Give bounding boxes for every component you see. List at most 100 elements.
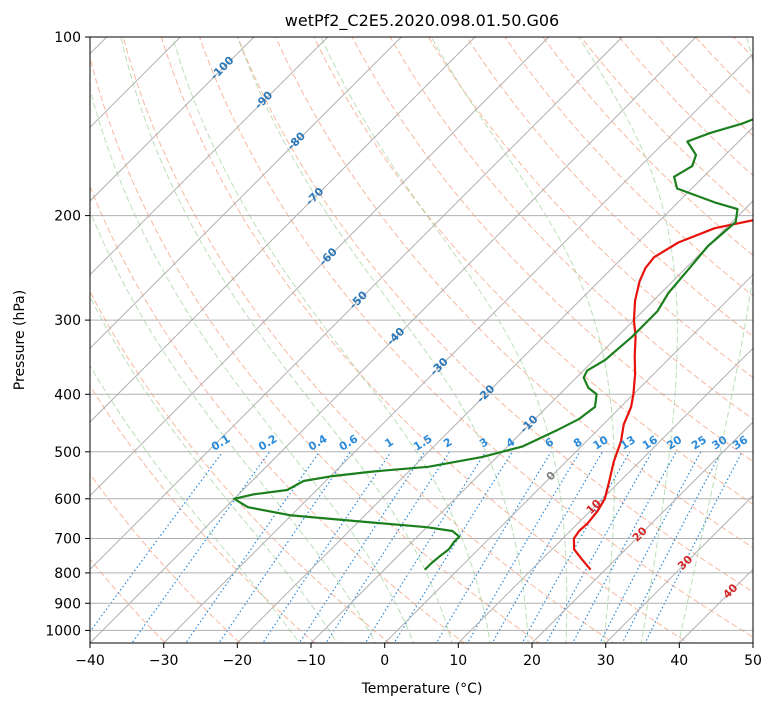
x-tick-label: −10 bbox=[296, 653, 326, 669]
dry-adiabat-line bbox=[732, 37, 753, 58]
mixing-ratio-label: 0.4 bbox=[306, 432, 330, 454]
mixing-ratio-label: 36 bbox=[730, 433, 750, 452]
dry-adiabat-line bbox=[90, 290, 391, 643]
moist-adiabat-line bbox=[90, 209, 377, 643]
dry-adiabat-line bbox=[90, 473, 241, 643]
isotherm-gridline bbox=[236, 126, 753, 643]
mixing-ratio-label: 2 bbox=[441, 435, 454, 450]
moist-adiabat-line bbox=[90, 364, 300, 643]
y-tick-label: 1000 bbox=[45, 623, 81, 639]
mixing-ratio-label: 20 bbox=[664, 433, 684, 452]
isotherm-gridline bbox=[90, 37, 255, 202]
dry-adiabat-line bbox=[90, 55, 540, 643]
isotherm-gridline bbox=[605, 494, 753, 643]
dry-adiabat-line bbox=[580, 37, 753, 216]
dry-adiabat-line bbox=[504, 37, 753, 297]
mixing-ratio-line bbox=[644, 451, 743, 643]
moist-adiabat-line bbox=[320, 37, 568, 643]
mixing-ratio-line bbox=[545, 451, 653, 643]
isotherm-gridline bbox=[457, 347, 753, 643]
mixing-ratio-label: 1.5 bbox=[411, 432, 434, 453]
mixing-ratio-label: 10 bbox=[591, 433, 611, 452]
dry-adiabat-line bbox=[618, 37, 753, 177]
dry-adiabat-line bbox=[389, 37, 753, 420]
y-axis-title: Pressure (hPa) bbox=[12, 290, 28, 390]
mixing-ratio-line bbox=[184, 451, 321, 643]
y-tick-label: 800 bbox=[54, 566, 81, 582]
mixing-ratio-line bbox=[572, 451, 677, 643]
mixing-ratio-line bbox=[298, 451, 426, 643]
y-tick-label: 400 bbox=[54, 387, 81, 403]
isotherm-gridline bbox=[90, 37, 697, 643]
isotherm-gridline bbox=[163, 52, 753, 643]
mixing-ratio-label: 8 bbox=[571, 435, 584, 450]
dry-adiabat-line bbox=[746, 10, 775, 655]
y-tick-label: 200 bbox=[54, 209, 81, 225]
x-tick-label: 0 bbox=[380, 653, 389, 669]
mixing-ratio-line bbox=[435, 451, 552, 643]
dry-adiabat-line bbox=[427, 37, 753, 379]
dry-adiabat-line bbox=[351, 37, 753, 463]
mixing-ratio-line bbox=[364, 451, 487, 643]
isotherm-gridline bbox=[531, 421, 753, 643]
isotherm-label: -90 bbox=[252, 88, 275, 111]
mixing-ratio-label: 0.1 bbox=[209, 432, 232, 453]
y-tick-label: 300 bbox=[54, 313, 81, 329]
dry-adiabat-line bbox=[237, 37, 753, 593]
moist-adiabat-line bbox=[172, 37, 491, 643]
mixing-ratio-line bbox=[621, 451, 722, 643]
mixing-ratio-label: 6 bbox=[543, 435, 557, 450]
dry-adiabat-line bbox=[90, 384, 316, 643]
plot-frame bbox=[89, 36, 754, 644]
dewpoint-profile-line bbox=[233, 118, 753, 571]
moist-adiabat-line bbox=[678, 37, 753, 643]
dry-adiabat-line bbox=[122, 37, 615, 643]
isotherm-gridline bbox=[384, 273, 753, 643]
isotherm-gridline bbox=[90, 37, 402, 350]
moist-adiabat-line bbox=[90, 87, 415, 643]
mixing-ratio-line bbox=[521, 451, 631, 643]
isotherm-gridline bbox=[752, 642, 753, 643]
dry-adiabat-line bbox=[160, 37, 690, 643]
mixing-ratio-label: 30 bbox=[710, 433, 730, 452]
x-tick-label: 20 bbox=[523, 653, 541, 669]
mixing-ratio-label: 3 bbox=[477, 435, 490, 450]
x-tick-label: 50 bbox=[744, 653, 762, 669]
dry-adiabat-line bbox=[275, 37, 753, 549]
isotherm-gridline bbox=[90, 37, 329, 276]
isotherm-gridline bbox=[90, 37, 476, 423]
isotherm-gridline bbox=[90, 37, 623, 571]
x-tick-label: 40 bbox=[670, 653, 688, 669]
x-tick-label: −30 bbox=[149, 653, 179, 669]
y-tick-label: 700 bbox=[54, 532, 81, 548]
mixing-ratio-label: 25 bbox=[689, 433, 709, 452]
mixing-ratio-line bbox=[131, 451, 271, 643]
moist-adiabat-line bbox=[430, 37, 615, 643]
y-tick-label: 900 bbox=[54, 596, 81, 612]
mixing-ratio-line bbox=[262, 451, 392, 643]
mixing-ratio-line bbox=[491, 451, 604, 643]
x-tick-label: 30 bbox=[597, 653, 615, 669]
dry-adiabat-line bbox=[90, 185, 465, 643]
dry-adiabat-line bbox=[313, 37, 753, 505]
moist-adiabat-line bbox=[90, 295, 338, 643]
mixing-ratio-label: 1 bbox=[382, 435, 395, 450]
isotherm-gridline bbox=[310, 200, 753, 643]
dry-adiabat-line bbox=[465, 37, 753, 338]
y-tick-label: 500 bbox=[54, 445, 81, 461]
y-tick-label: 600 bbox=[54, 492, 81, 508]
temperature-profile-line bbox=[572, 219, 753, 571]
x-tick-label: −40 bbox=[75, 653, 105, 669]
isotherm-gridline bbox=[90, 37, 550, 497]
mixing-ratio-line bbox=[218, 451, 351, 643]
dry-adiabat-line bbox=[542, 37, 753, 257]
y-tick-label: 100 bbox=[54, 30, 81, 46]
x-axis-title: Temperature (°C) bbox=[361, 681, 483, 697]
dry-adiabat-line bbox=[656, 37, 753, 137]
mixing-ratio-line bbox=[466, 451, 581, 643]
chart-title: wetPf2_C2E5.2020.098.01.50.G06 bbox=[285, 11, 559, 31]
x-tick-label: 10 bbox=[449, 653, 467, 669]
x-tick-label: −20 bbox=[223, 653, 253, 669]
mixing-ratio-line bbox=[325, 451, 451, 643]
